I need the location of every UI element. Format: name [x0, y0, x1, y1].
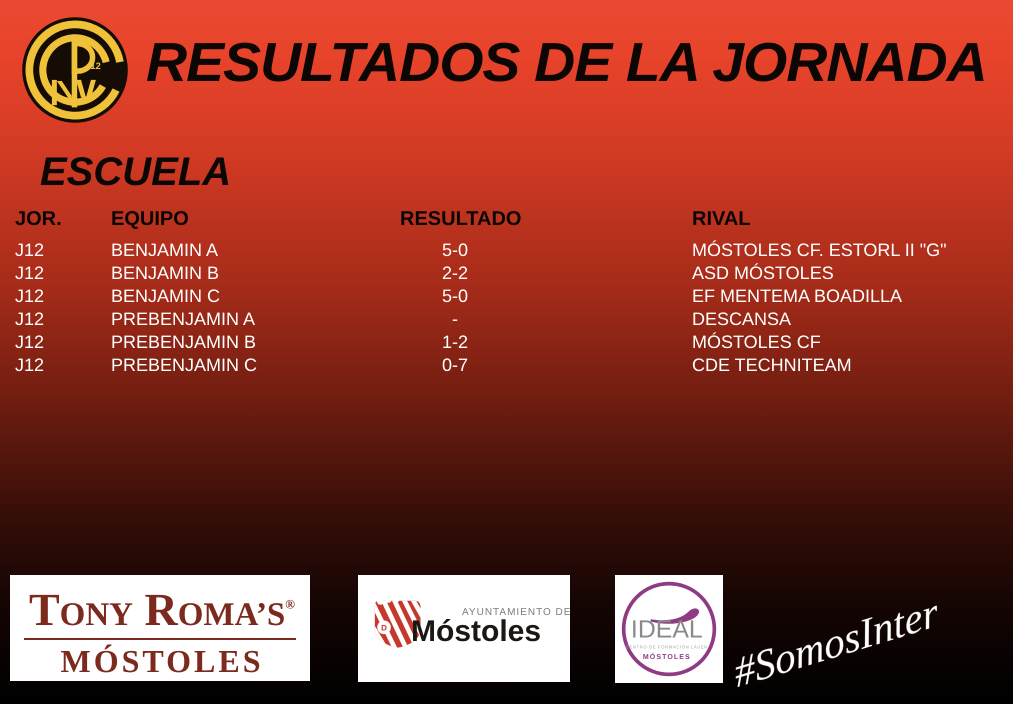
svg-text:MÓSTOLES: MÓSTOLES: [643, 653, 691, 662]
svg-text:D: D: [381, 623, 387, 632]
svg-text:CENTRO DE FORMACIÓN LÁSER: CENTRO DE FORMACIÓN LÁSER: [626, 644, 708, 649]
svg-text:IDEAL: IDEAL: [631, 615, 703, 643]
